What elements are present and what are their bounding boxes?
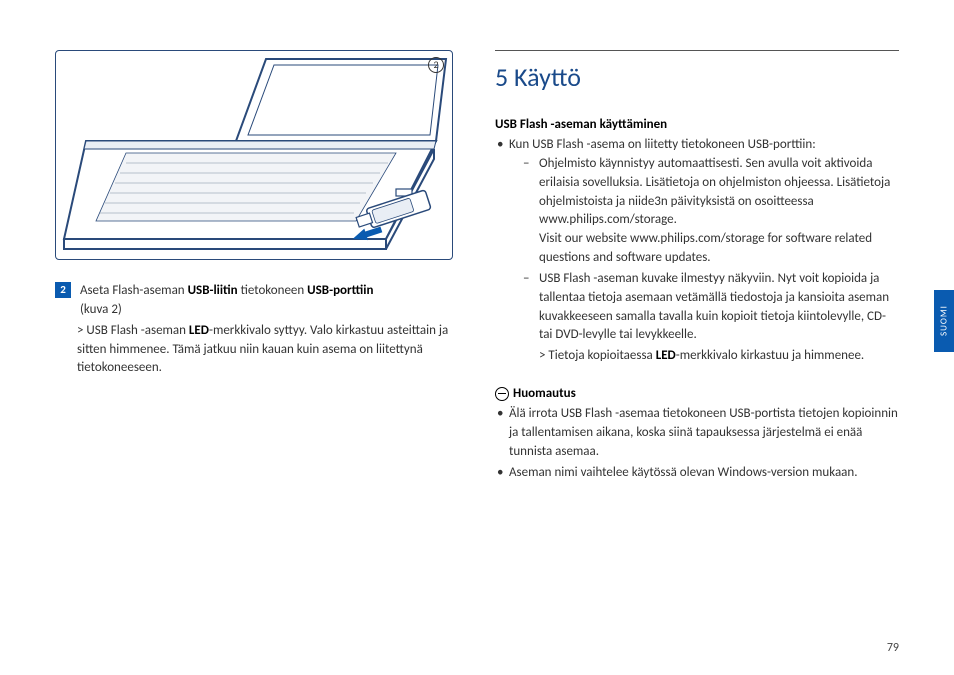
illustration-box: 2 [55,50,453,260]
step-number-badge: 2 [55,282,71,298]
page: 2 2 Aseta Flash-aseman USB-liitin tietok… [0,0,954,675]
note-icon [495,387,509,401]
usage-dash2: USB Flash -aseman kuvake ilmestyy näkyvi… [523,270,899,366]
step-sub-text: > USB Flash -aseman LED-merkkivalo sytty… [77,322,455,379]
led-note: > Tietoja kopioitaessa LED-merkkivalo ki… [539,347,899,366]
illustration-number: 2 [428,57,444,73]
usage-bullet: Kun USB Flash -asema on liitetty tietoko… [495,136,899,366]
note-section: Huomautus Älä irrota USB Flash -asemaa t… [495,386,899,484]
note-bullet2: Aseman nimi vaihtelee käytössä olevan Wi… [495,464,899,483]
note-bullet1: Älä irrota USB Flash -asemaa tietokoneen… [495,405,899,462]
note-heading: Huomautus [495,386,899,401]
page-number: 79 [887,641,899,655]
left-column: 2 2 Aseta Flash-aseman USB-liitin tietok… [55,50,455,645]
language-tab: SUOMI [934,290,954,352]
usage-list: Kun USB Flash -asema on liitetty tietoko… [495,136,899,368]
section-title: 5 Käyttö [495,61,899,93]
step-row: 2 Aseta Flash-aseman USB-liitin tietokon… [55,282,455,320]
right-column: 5 Käyttö USB Flash -aseman käyttäminen K… [495,50,899,645]
usage-sublist: Ohjelmisto käynnistyy automaattisesti. S… [523,155,899,366]
section-divider [495,50,899,51]
note-list: Älä irrota USB Flash -asemaa tietokoneen… [495,405,899,482]
step-text: Aseta Flash-aseman USB-liitin tietokonee… [80,282,450,320]
usage-dash1: Ohjelmisto käynnistyy automaattisesti. S… [523,155,899,268]
laptop-usb-illustration [56,51,453,260]
subheading-usage: USB Flash -aseman käyttäminen [495,117,899,132]
